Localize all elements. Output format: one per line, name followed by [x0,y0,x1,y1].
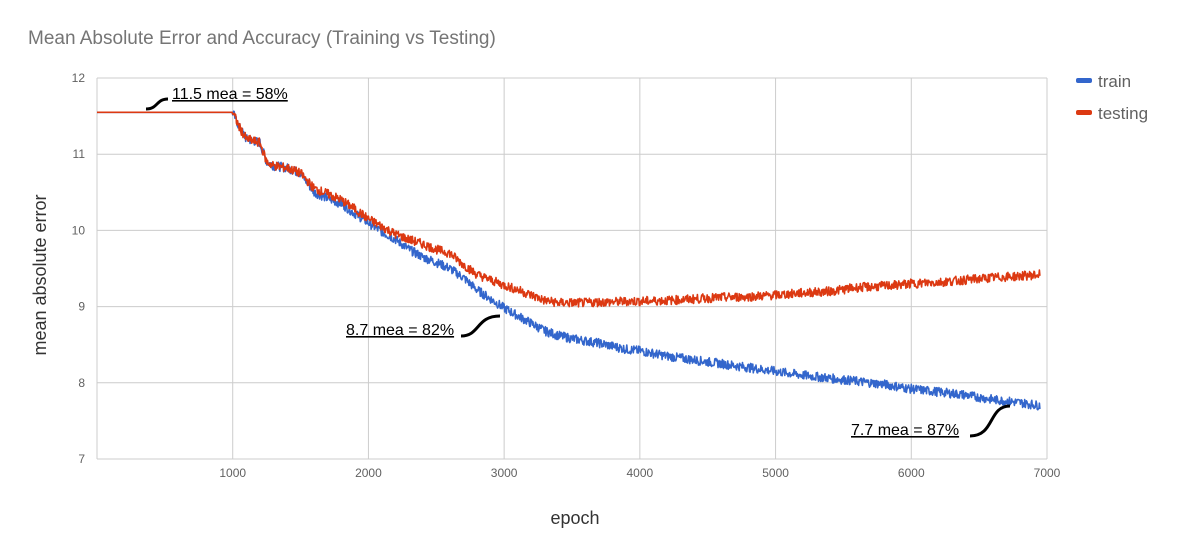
y-tick-label: 11 [73,147,86,161]
y-tick-label: 8 [78,376,85,390]
legend-swatch-testing [1076,110,1092,115]
chart-series [96,110,1041,411]
annotation-callout-3 [969,404,1011,438]
legend-swatch-train [1076,78,1092,83]
chart-title: Mean Absolute Error and Accuracy (Traini… [28,28,496,49]
legend-label-testing: testing [1098,104,1148,123]
y-tick-label: 9 [78,300,85,314]
y-tick-label: 10 [72,223,86,237]
y-axis-title: mean absolute error [30,194,50,355]
annotation-label-2: 8.7 mea = 82% [346,322,454,339]
chart-grid [96,77,1048,460]
y-axis-ticks: 7 8 9 10 11 12 [72,71,86,466]
y-tick-label: 12 [72,71,86,85]
annotation-callout-2 [460,314,501,338]
legend-label-train: train [1098,72,1131,91]
x-axis-title: epoch [550,508,599,528]
x-tick-label: 3000 [491,466,518,480]
x-tick-label: 6000 [898,466,925,480]
annotation-callout-1 [145,97,169,111]
series-line-testing [96,111,1041,308]
legend: train testing [1076,72,1148,123]
x-tick-label: 4000 [627,466,654,480]
x-tick-label: 1000 [219,466,246,480]
x-tick-label: 5000 [762,466,789,480]
x-axis-ticks: 1000 2000 3000 4000 5000 6000 7000 [219,466,1060,480]
y-tick-label: 7 [78,452,85,466]
x-tick-label: 7000 [1034,466,1061,480]
annotation-label-3: 7.7 mea = 87% [851,422,959,439]
series-line-train [96,110,1041,411]
x-tick-label: 2000 [355,466,382,480]
annotation-label-1: 11.5 mea = 58% [172,86,288,103]
